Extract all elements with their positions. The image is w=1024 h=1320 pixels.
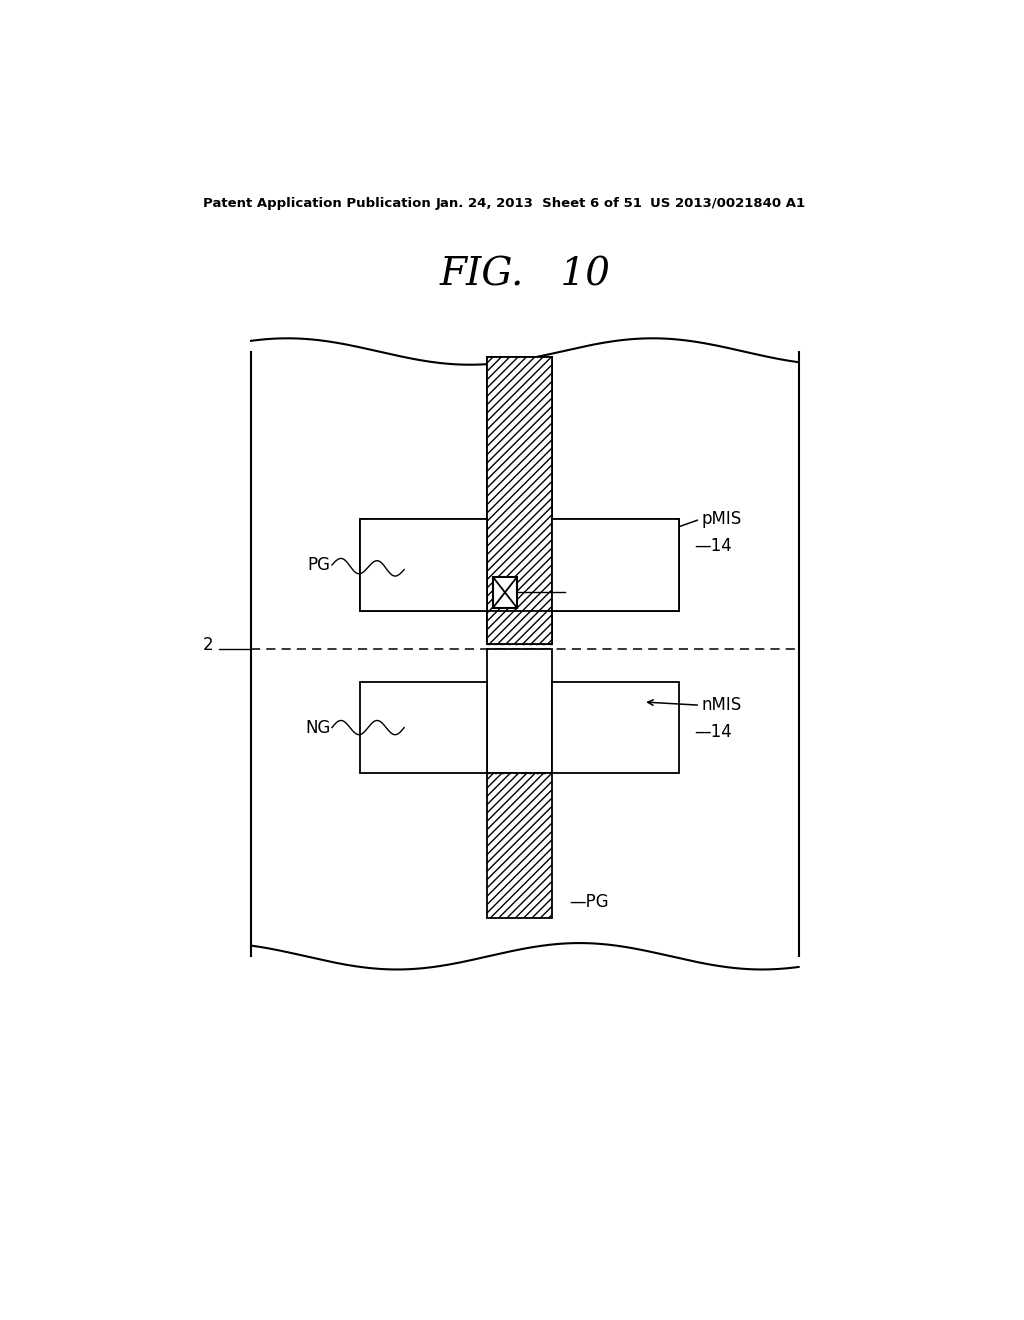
Text: —PG: —PG <box>569 894 609 911</box>
Text: —14: —14 <box>694 722 731 741</box>
Text: PG: PG <box>307 556 331 574</box>
Bar <box>486 611 552 644</box>
Text: 2: 2 <box>203 636 214 655</box>
Text: FIG.   10: FIG. 10 <box>439 257 610 294</box>
Bar <box>359 519 486 611</box>
Bar <box>359 519 486 611</box>
Bar <box>486 356 552 535</box>
Bar <box>486 356 552 644</box>
Text: pMIS: pMIS <box>701 511 742 528</box>
Text: Patent Application Publication: Patent Application Publication <box>204 197 431 210</box>
Bar <box>494 577 517 607</box>
Text: NG: NG <box>305 718 331 737</box>
Text: Jan. 24, 2013  Sheet 6 of 51: Jan. 24, 2013 Sheet 6 of 51 <box>436 197 643 210</box>
Bar <box>552 519 679 611</box>
Bar <box>486 774 552 917</box>
Bar <box>359 682 486 774</box>
Bar <box>552 519 679 611</box>
Text: US 2013/0021840 A1: US 2013/0021840 A1 <box>650 197 805 210</box>
Text: —14: —14 <box>694 537 731 554</box>
Bar <box>486 649 552 774</box>
Bar <box>552 682 679 774</box>
Text: nMIS: nMIS <box>701 696 742 714</box>
Text: 15: 15 <box>567 583 588 602</box>
